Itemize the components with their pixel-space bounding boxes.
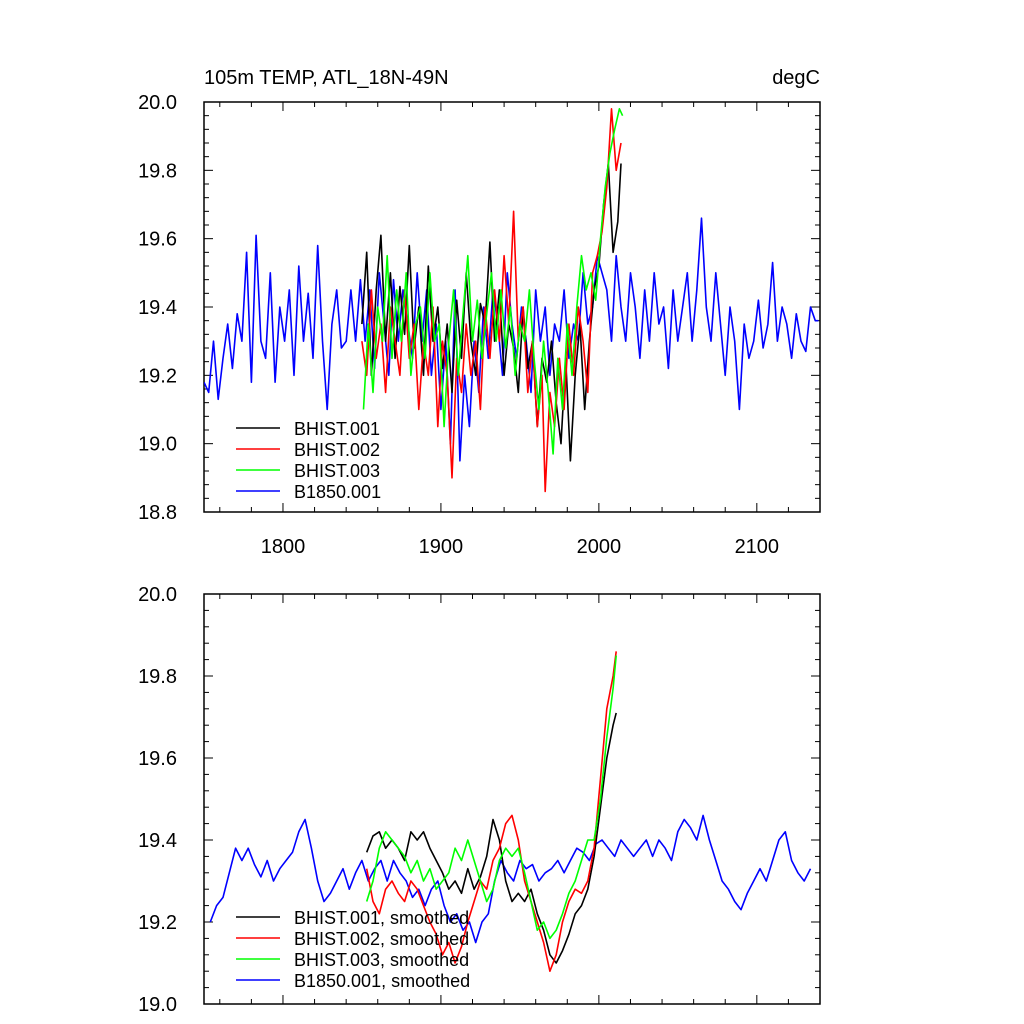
legend-label: BHIST.003, smoothed bbox=[294, 950, 469, 970]
series-line bbox=[362, 108, 624, 455]
y-tick-label: 19.6 bbox=[138, 748, 177, 770]
legend-label: BHIST.001, smoothed bbox=[294, 908, 469, 928]
x-tick-label: 2100 bbox=[735, 536, 780, 558]
y-tick-label: 19.4 bbox=[138, 297, 177, 319]
y-tick-label: 19.0 bbox=[138, 434, 177, 456]
legend-label: BHIST.003 bbox=[294, 461, 380, 481]
series-line bbox=[209, 814, 812, 944]
series-line bbox=[365, 651, 617, 973]
series-group bbox=[209, 651, 812, 973]
legend-label: BHIST.002 bbox=[294, 440, 380, 460]
y-tick-label: 19.6 bbox=[138, 229, 177, 251]
y-tick-label: 19.2 bbox=[138, 365, 177, 387]
y-tick-label: 20.0 bbox=[138, 92, 177, 114]
legend-label: BHIST.001 bbox=[294, 419, 380, 439]
legend-label: B1850.001 bbox=[294, 482, 381, 502]
legend-label: B1850.001, smoothed bbox=[294, 971, 470, 991]
y-tick-label: 18.8 bbox=[138, 502, 177, 524]
x-tick-label: 1800 bbox=[261, 536, 306, 558]
y-tick-label: 19.4 bbox=[138, 830, 177, 852]
chart-title: 105m TEMP, ATL_18N-49N bbox=[204, 67, 449, 89]
series-line bbox=[365, 712, 617, 964]
y-tick-label: 20.0 bbox=[138, 584, 177, 606]
top-panel: 105m TEMP, ATL_18N-49N degC 18.8 19.0 19.2… bbox=[138, 67, 821, 558]
series-line bbox=[361, 108, 622, 493]
y-tick-label: 19.0 bbox=[138, 994, 177, 1016]
units-label: degC bbox=[772, 67, 820, 89]
legend-label: BHIST.002, smoothed bbox=[294, 929, 469, 949]
series-group bbox=[204, 108, 819, 493]
bottom-panel: 19.0 19.2 19.4 19.6 19.8 20.0 BHIST.001, smoot… bbox=[138, 584, 821, 1016]
y-tick-label: 19.8 bbox=[138, 160, 177, 182]
y-tick-label: 19.8 bbox=[138, 666, 177, 688]
x-tick-label: 1900 bbox=[419, 536, 464, 558]
y-tick-label: 19.2 bbox=[138, 912, 177, 934]
x-tick-label: 2000 bbox=[577, 536, 622, 558]
series-line bbox=[365, 655, 617, 940]
plot-frame bbox=[203, 593, 821, 1005]
